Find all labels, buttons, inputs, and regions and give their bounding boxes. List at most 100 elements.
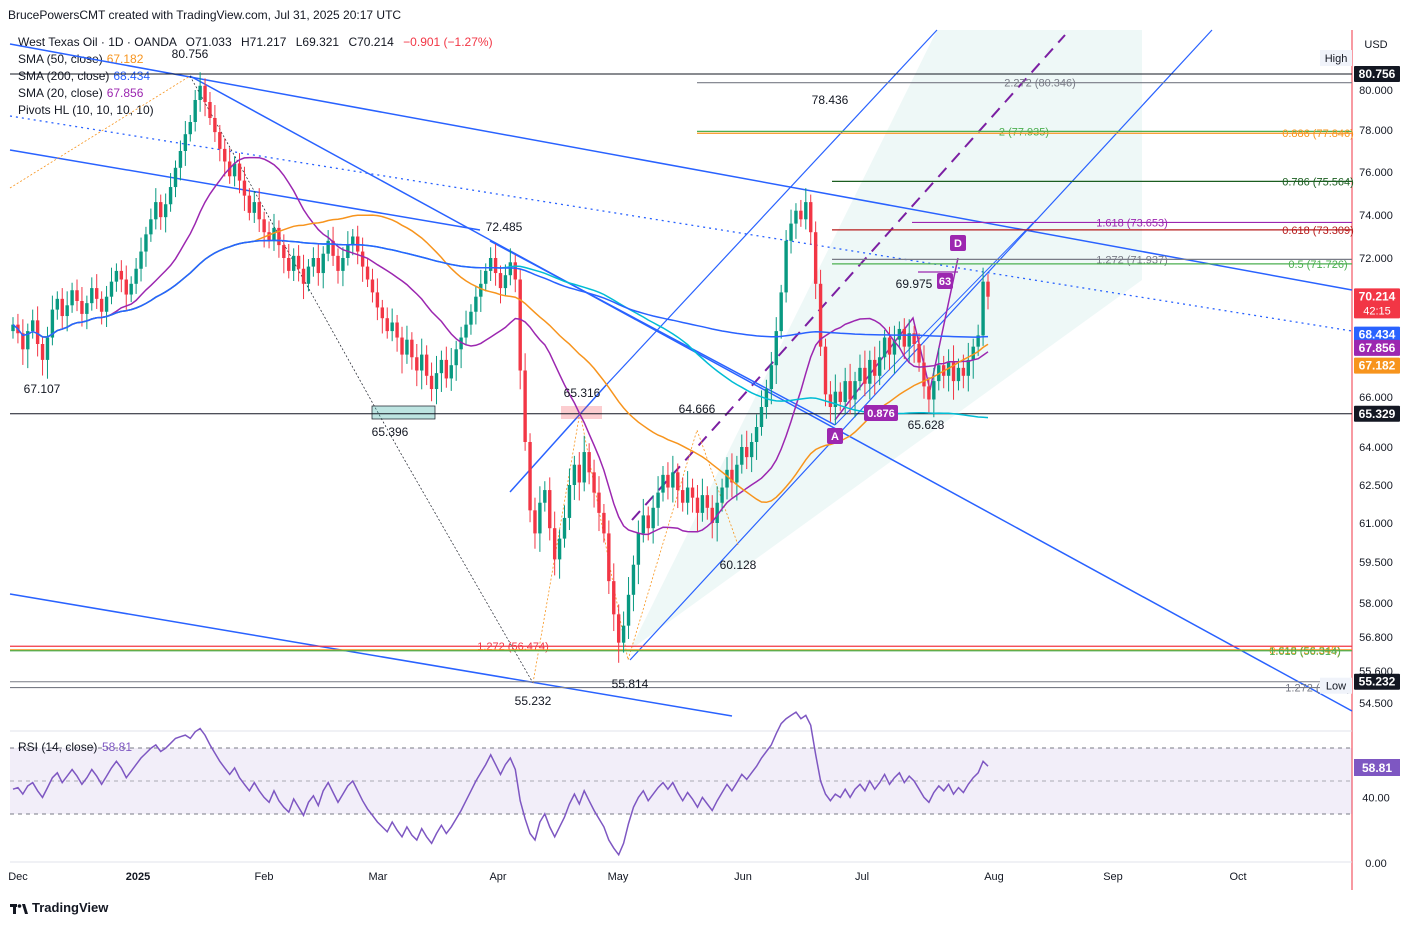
candle-body	[257, 202, 261, 220]
candle-body	[40, 344, 45, 360]
candle-body	[661, 474, 665, 493]
y-tick-label: 61.000	[1359, 518, 1393, 530]
candle-body	[833, 391, 838, 407]
candle-body	[439, 359, 444, 374]
price-badge-value: 68.434	[1359, 328, 1396, 342]
candle-body	[882, 337, 887, 358]
indicator-name: SMA (50, close)	[18, 52, 103, 66]
candle-body	[552, 528, 557, 560]
candle-body	[572, 464, 577, 485]
candle-body	[213, 118, 217, 133]
candle-body	[415, 357, 419, 371]
candle-body	[907, 333, 911, 347]
candle-body	[784, 240, 788, 293]
price-badge-value: 80.756	[1359, 67, 1396, 81]
x-tick-label: Jun	[734, 871, 752, 883]
indicator-pivots[interactable]: Pivots HL (10, 10, 10, 10)	[18, 103, 154, 117]
high-value: H71.217	[241, 35, 287, 49]
y-tick-label: 59.500	[1359, 557, 1393, 569]
candle-body	[828, 394, 833, 407]
rsi-badge	[1354, 759, 1400, 776]
price-axis[interactable]: USD54.50055.60056.80058.00059.50061.0006…	[1359, 39, 1393, 870]
fib-label: 1.272 (71.937)	[1096, 254, 1168, 266]
harmonic-badge	[864, 405, 898, 421]
candle-body	[203, 85, 207, 102]
candle-body	[434, 373, 439, 390]
x-tick-label: May	[608, 871, 629, 883]
candle-body	[725, 469, 729, 488]
candle-body	[848, 381, 852, 400]
rsi-pane[interactable]: RSI (14, close) 58.81 58.81	[12, 711, 1400, 857]
pivot-label: 55.232	[515, 694, 552, 708]
candle-body	[159, 202, 163, 218]
candle-body	[567, 485, 572, 518]
indicator-sma200[interactable]: SMA (200, close) 68.434	[18, 69, 150, 83]
pivot-label: 72.485	[486, 220, 523, 234]
ohlc-legend[interactable]: West Texas Oil · 1D · OANDA O71.033 H71.…	[18, 35, 493, 49]
candle-body	[26, 331, 30, 350]
harmonic-label: 63	[939, 276, 951, 288]
candle-body	[892, 339, 897, 355]
candle-body	[858, 367, 862, 382]
price-badge-value: 55.232	[1359, 675, 1396, 689]
currency-label: USD	[1364, 39, 1387, 51]
candle-body	[626, 594, 631, 626]
candle-body	[523, 370, 527, 442]
candle-body	[966, 359, 971, 376]
indicator-value: 68.434	[113, 69, 151, 83]
price-badge	[1354, 66, 1400, 82]
high-low-label: High	[1325, 53, 1348, 65]
symbol-name[interactable]: West Texas Oil · 1D · OANDA	[18, 35, 177, 49]
candle-body	[735, 464, 739, 483]
candle-body	[287, 258, 291, 271]
x-tick-label: Dec	[8, 871, 28, 883]
candle-body	[986, 281, 990, 297]
indicator-value: 67.856	[106, 86, 144, 100]
candle-body	[557, 538, 562, 560]
price-badge	[1354, 405, 1400, 422]
candle-body	[341, 258, 345, 271]
candle-body	[30, 320, 35, 332]
candle-body	[65, 305, 69, 317]
candle-body	[331, 240, 335, 256]
candle-body	[429, 375, 434, 390]
candle-body	[749, 442, 754, 458]
candle-body	[405, 339, 409, 355]
fib-label: 0.886 (77.846)	[1282, 128, 1354, 140]
candle-body	[223, 148, 227, 162]
candle-body	[745, 447, 749, 458]
indicator-name: SMA (200, close)	[18, 69, 110, 83]
candle-body	[360, 251, 365, 267]
candle-body	[503, 275, 508, 289]
candle-body	[119, 270, 124, 280]
candle-body	[380, 307, 385, 319]
candle-body	[50, 309, 55, 338]
candle-body	[528, 442, 532, 511]
candle-body	[311, 258, 316, 267]
candle-body	[587, 452, 591, 473]
candle-body	[267, 232, 271, 241]
candle-body	[877, 357, 882, 376]
high-low-label: Low	[1326, 681, 1346, 693]
candle-body	[676, 472, 680, 491]
price-badge-value: 65.329	[1359, 407, 1396, 421]
candle-body	[548, 490, 552, 529]
rsi-tick-label: 0.00	[1365, 858, 1386, 870]
harmonic-label: D	[954, 238, 962, 250]
pivot-label: 65.396	[372, 425, 409, 439]
tradingview-brand[interactable]: TradingView	[10, 900, 108, 915]
candle-body	[612, 581, 616, 615]
indicator-sma20[interactable]: SMA (20, close) 67.856	[18, 86, 143, 100]
candle-body	[385, 318, 389, 332]
candle-body	[513, 262, 517, 280]
indicator-sma50[interactable]: SMA (50, close) 67.182	[18, 52, 143, 66]
price-badge	[1354, 288, 1400, 319]
candle-body	[90, 288, 94, 304]
candle-body	[671, 472, 675, 488]
time-axis[interactable]: Dec 2025 Feb Mar Apr May Jun Jul Aug Sep Oct	[8, 871, 1246, 883]
candle-body	[45, 337, 50, 360]
pivot-label: 69.975	[896, 277, 933, 291]
rsi-title: RSI (14, close)	[18, 740, 97, 754]
price-badge	[1354, 357, 1400, 374]
